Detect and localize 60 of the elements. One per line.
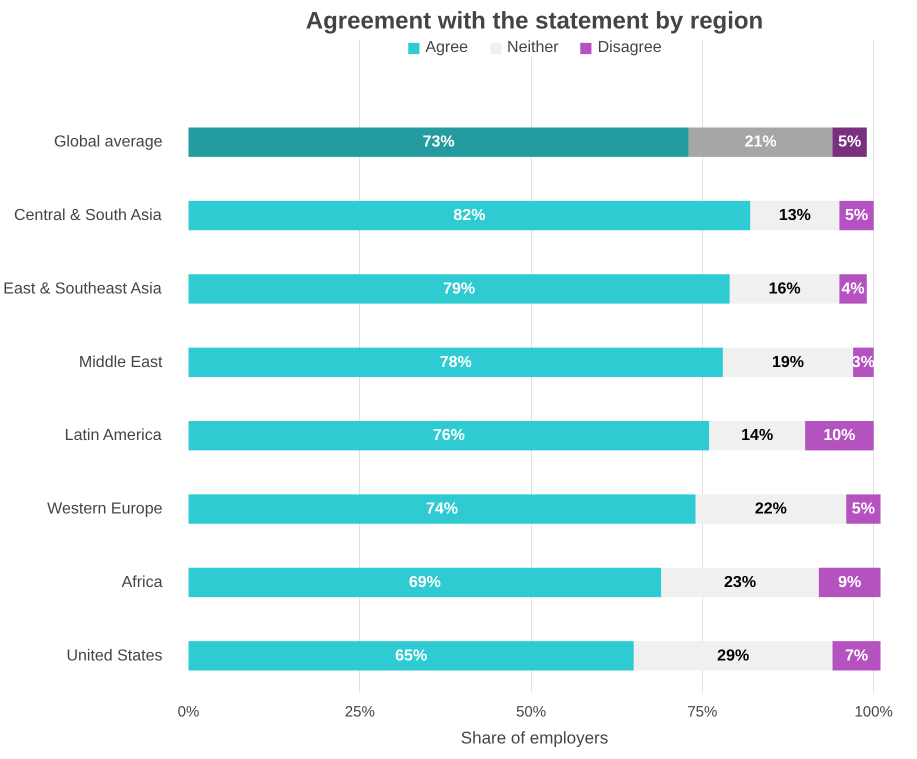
- data-label: 69%: [408, 574, 441, 591]
- x-tick-label: 25%: [344, 704, 375, 720]
- y-tick-label: Central & South Asia: [14, 207, 162, 224]
- x-tick-label: 75%: [687, 704, 718, 720]
- legend-label: Neither: [507, 39, 559, 57]
- bar: [709, 421, 806, 450]
- data-label: 79%: [443, 280, 476, 298]
- bar: [188, 274, 730, 304]
- data-label: 13%: [778, 207, 811, 224]
- legend-label: Disagree: [598, 39, 662, 57]
- y-tick-label: Latin America: [64, 427, 162, 444]
- bar: [832, 641, 880, 670]
- data-label: 73%: [422, 134, 455, 151]
- bar: [188, 348, 723, 378]
- data-label: 74%: [426, 500, 458, 518]
- data-label: 5%: [838, 134, 862, 151]
- chart-title: Agreement with the statement by region: [306, 8, 764, 34]
- data-label: 16%: [768, 280, 801, 298]
- bar: [634, 641, 833, 670]
- data-label: 76%: [432, 427, 465, 444]
- data-label: 14%: [741, 427, 774, 444]
- data-label: 5%: [844, 207, 868, 224]
- y-tick-label: Africa: [122, 574, 163, 591]
- x-tick-label: 100%: [854, 704, 893, 720]
- x-axis-title: Share of employers: [460, 728, 608, 748]
- bar: [750, 200, 840, 230]
- x-tick-label: 0%: [178, 704, 200, 720]
- data-label: 22%: [754, 500, 787, 518]
- data-label: 21%: [744, 134, 777, 151]
- data-label: 7%: [844, 647, 868, 664]
- y-tick-label: Middle East: [78, 354, 164, 371]
- x-tick-label: 50%: [516, 704, 546, 720]
- bar: [188, 421, 710, 450]
- data-label: 19%: [772, 354, 804, 371]
- bar: [188, 200, 750, 230]
- y-tick-label: Western Europe: [47, 500, 163, 518]
- data-label: 82%: [453, 207, 486, 224]
- bar: [188, 568, 662, 598]
- data-label: 5%: [852, 500, 875, 518]
- data-label: 9%: [838, 574, 862, 591]
- legend-label: Agree: [425, 39, 468, 57]
- data-label: 65%: [395, 647, 428, 664]
- data-label: 23%: [724, 574, 756, 591]
- data-label: 29%: [717, 647, 750, 664]
- data-label: 78%: [440, 354, 472, 371]
- data-label: 4%: [842, 280, 865, 298]
- y-tick-label: Global average: [54, 134, 163, 151]
- bar: [696, 494, 846, 524]
- bar: [188, 641, 634, 670]
- bar: [688, 128, 833, 157]
- data-label: 10%: [823, 427, 856, 444]
- bar: [722, 348, 854, 378]
- y-tick-label: United States: [66, 647, 163, 664]
- bar: [818, 568, 880, 598]
- bar: [805, 421, 874, 450]
- y-tick-label: East & Southeast Asia: [3, 280, 162, 298]
- bar: [188, 494, 696, 524]
- bar: [730, 274, 840, 304]
- bar: [188, 128, 689, 157]
- bar: [661, 568, 819, 598]
